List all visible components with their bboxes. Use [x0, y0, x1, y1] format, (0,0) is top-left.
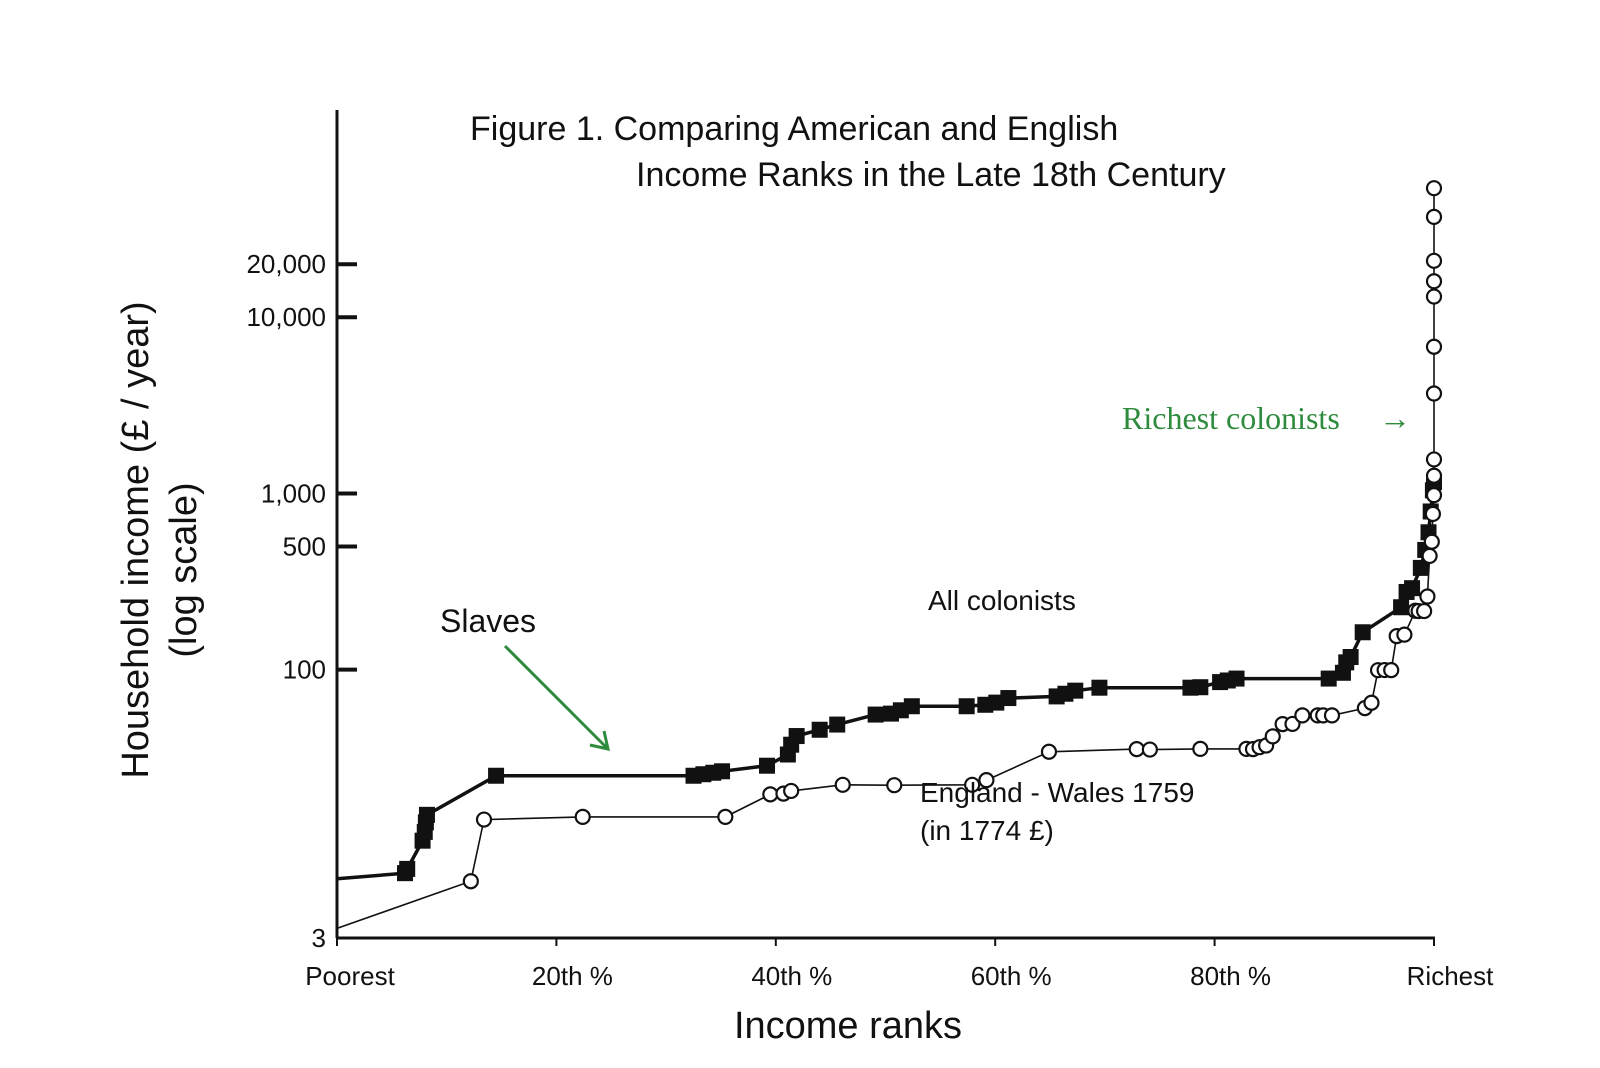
data-point-circle — [1416, 602, 1433, 620]
data-point-circle — [1323, 707, 1341, 724]
data-point-square — [1412, 559, 1429, 576]
y-tick-label: 10,000 — [246, 302, 326, 332]
x-tick-label: 60th % — [971, 961, 1052, 991]
data-point-square — [1354, 624, 1371, 641]
data-point-circle — [1294, 707, 1311, 724]
data-point-circle — [1192, 740, 1209, 758]
england-wales-label: England - Wales 1759 — [920, 777, 1194, 808]
data-point-circle — [1425, 180, 1443, 197]
data-point-square — [1404, 580, 1421, 597]
data-point-circle — [574, 808, 591, 826]
series-all-colonists — [336, 474, 1442, 882]
data-point-circle — [1284, 715, 1301, 733]
y-tick-label: 100 — [283, 655, 326, 685]
x-tick-label: 40th % — [751, 961, 832, 991]
data-point-square — [788, 728, 805, 745]
data-point-square — [1393, 599, 1410, 616]
data-point-circle — [1040, 743, 1058, 760]
data-point-circle — [1421, 547, 1438, 565]
data-point-square — [988, 694, 1005, 711]
data-point-square — [903, 698, 920, 715]
data-point-circle — [1128, 741, 1145, 758]
chart-title-line-1: Figure 1. Comparing American and English — [470, 110, 1118, 148]
data-point-square — [867, 706, 884, 723]
slaves-label: Slaves — [440, 603, 536, 639]
data-point-square — [1228, 670, 1245, 687]
y-axis-title-line-2: (log scale) — [163, 482, 205, 657]
richest-colonists-label: Richest colonists — [1122, 400, 1340, 436]
x-tick-label: Richest — [1407, 961, 1494, 991]
all-colonists-label: All colonists — [928, 585, 1076, 616]
data-point-circle — [1425, 338, 1443, 355]
data-point-circle — [1424, 505, 1442, 523]
data-point-circle — [1425, 451, 1443, 468]
data-point-circle — [978, 772, 995, 789]
data-point-circle — [1383, 662, 1400, 679]
data-point-circle — [717, 808, 734, 826]
y-ticks: 3 100 500 1,000 10,000 20,000 — [246, 249, 357, 953]
data-point-square — [1000, 690, 1017, 707]
y-tick-label: 1,000 — [261, 478, 326, 508]
data-point-circle — [1396, 626, 1413, 643]
england-wales-currency-label: (in 1774 £) — [920, 815, 1054, 846]
data-point-square — [399, 860, 416, 877]
richest-colonists-arrow: → — [1379, 400, 1411, 436]
slaves-arrow-head — [589, 730, 610, 751]
data-point-circle — [1425, 252, 1443, 269]
data-point-square — [811, 721, 828, 738]
slaves-arrow — [503, 644, 610, 751]
data-point-circle — [1363, 694, 1380, 711]
data-point-square — [1192, 679, 1209, 696]
data-point-square — [759, 757, 776, 774]
data-point-square — [488, 767, 505, 784]
data-point-square — [829, 716, 846, 733]
data-point-circle — [1425, 487, 1443, 504]
series-england-wales — [336, 180, 1443, 930]
data-point-square — [1342, 648, 1359, 665]
data-point-circle — [1425, 385, 1443, 402]
data-point-circle — [475, 811, 493, 828]
data-point-circle — [1264, 728, 1281, 745]
data-point-circle — [834, 776, 851, 793]
data-point-circle — [762, 786, 779, 803]
data-point-square — [418, 806, 435, 823]
series-layer — [336, 180, 1443, 930]
x-axis-title: Income ranks — [734, 1005, 962, 1047]
chart-title-line-2: Income Ranks in the Late 18th Century — [636, 156, 1226, 194]
data-point-circle — [1425, 208, 1443, 226]
x-tick-label: 20th % — [532, 961, 613, 991]
series-line — [336, 188, 1435, 930]
data-point-circle — [1423, 533, 1440, 550]
data-point-circle — [783, 782, 800, 800]
data-point-circle — [1425, 288, 1443, 305]
data-point-square — [1320, 670, 1337, 687]
data-point-square — [1091, 679, 1108, 696]
axes: Poorest 20th % 40th % 60th % 80th % Richest 3… — [246, 110, 1494, 991]
x-tick-label: 80th % — [1190, 961, 1271, 991]
x-tick-label: Poorest — [305, 961, 395, 991]
data-point-square — [958, 698, 975, 715]
data-point-circle — [1141, 741, 1158, 758]
y-axis-title-line-1: Household income (£ / year) — [115, 301, 157, 778]
data-point-circle — [462, 873, 479, 890]
slaves-arrow-shaft — [503, 644, 609, 750]
data-point-circle — [1425, 467, 1443, 484]
data-point-square — [1067, 682, 1084, 699]
y-tick-label: 20,000 — [246, 249, 326, 279]
data-point-circle — [1419, 588, 1436, 605]
y-tick-label: 3 — [312, 923, 326, 953]
data-point-circle — [964, 776, 981, 793]
data-point-square — [714, 763, 731, 780]
y-tick-label: 500 — [283, 531, 326, 561]
data-point-circle — [886, 777, 903, 794]
data-point-circle — [1425, 273, 1443, 290]
x-ticks: Poorest 20th % 40th % 60th % 80th % Richest — [305, 938, 1494, 991]
